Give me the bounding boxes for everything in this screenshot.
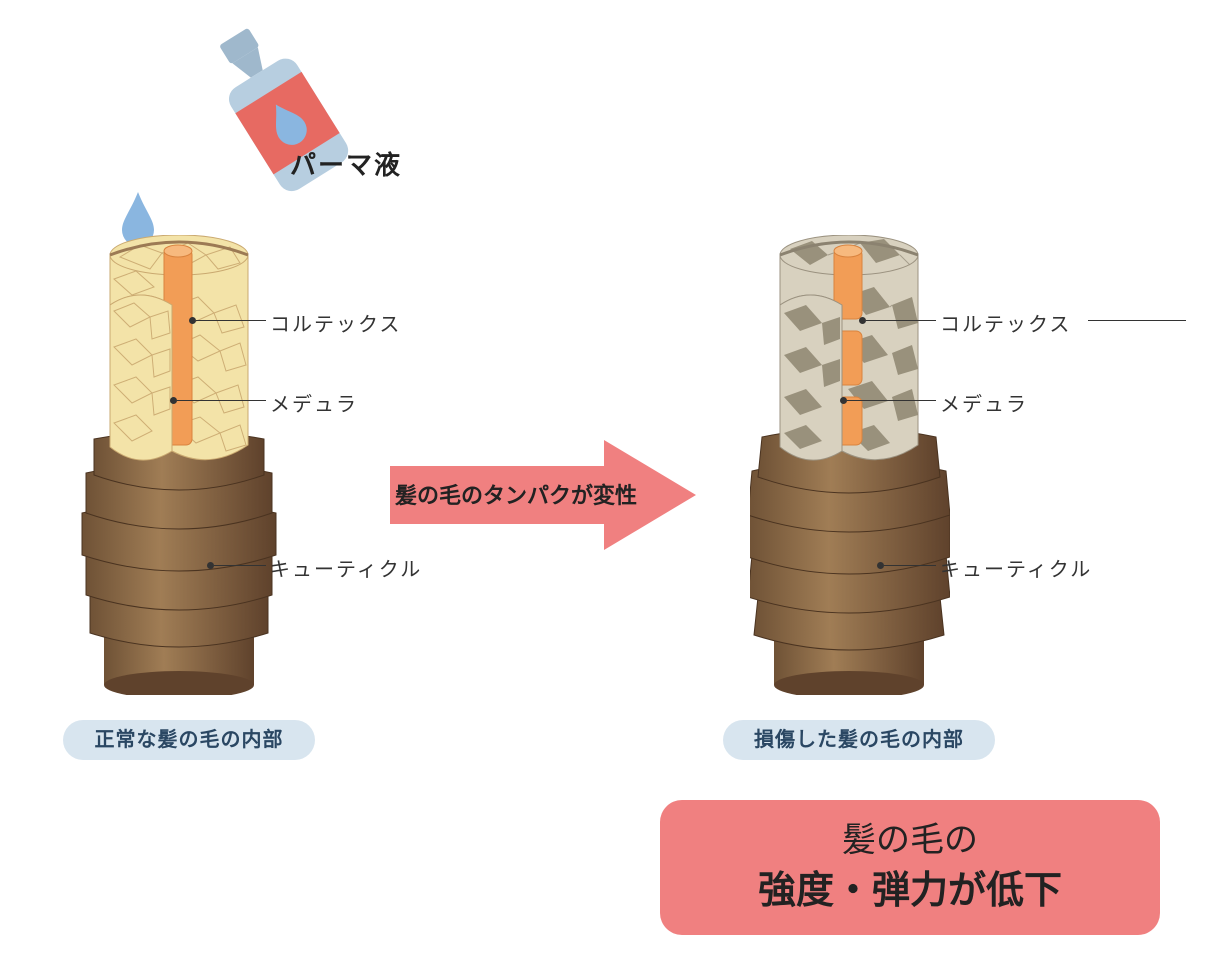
caption-damaged: 損傷した髪の毛の内部 xyxy=(723,720,995,760)
conclusion-line2: 強度・弾力が低下 xyxy=(758,865,1062,918)
label-cortex: コルテックス xyxy=(940,308,1071,337)
callout-leader xyxy=(866,320,936,321)
hair-healthy xyxy=(80,235,260,675)
callout-leader xyxy=(884,565,936,566)
callout-dot xyxy=(207,562,214,569)
callout-dot xyxy=(189,317,196,324)
diagram-canvas: パーマ液 xyxy=(0,0,1210,963)
label-cortex: コルテックス xyxy=(270,308,401,337)
hair-damaged xyxy=(750,235,930,675)
label-medulla: メデュラ xyxy=(940,388,1028,417)
caption-healthy: 正常な髪の毛の内部 xyxy=(63,720,315,760)
perm-bottle xyxy=(195,25,395,250)
callout-dot xyxy=(840,397,847,404)
label-medulla: メデュラ xyxy=(270,388,358,417)
label-cuticle: キューティクル xyxy=(940,553,1092,582)
label-cuticle: キューティクル xyxy=(270,553,422,582)
bottle-label: パーマ液 xyxy=(290,145,402,182)
callout-leader xyxy=(177,400,266,401)
arrow-label: 髪の毛のタンパクが変性 xyxy=(395,478,637,510)
callout-leader xyxy=(847,400,936,401)
callout-trailing xyxy=(1088,320,1186,321)
callout-dot xyxy=(170,397,177,404)
conclusion-box: 髪の毛の 強度・弾力が低下 xyxy=(660,800,1160,935)
callout-leader xyxy=(214,565,266,566)
callout-dot xyxy=(859,317,866,324)
callout-dot xyxy=(877,562,884,569)
conclusion-line1: 髪の毛の xyxy=(842,817,978,865)
callout-leader xyxy=(196,320,266,321)
